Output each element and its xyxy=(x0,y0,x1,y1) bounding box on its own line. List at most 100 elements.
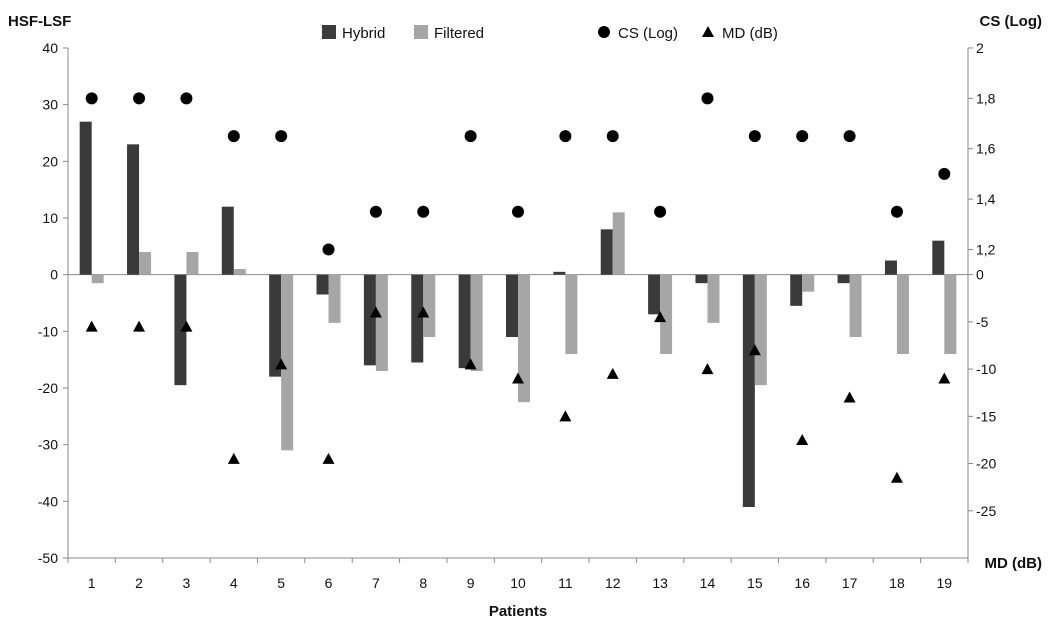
filtered-bar xyxy=(944,274,957,354)
hybrid-bar xyxy=(363,274,376,366)
cs-tick-label: 1,8 xyxy=(976,90,996,106)
right-axis-title-md: MD (dB) xyxy=(985,555,1042,572)
legend-label: CS (Log) xyxy=(618,25,678,42)
md-point xyxy=(890,471,903,483)
markers-group xyxy=(85,92,951,483)
hybrid-bar xyxy=(695,274,708,284)
hybrid-bar xyxy=(837,274,850,284)
cs-point xyxy=(180,92,193,105)
cs-point xyxy=(275,130,288,143)
hybrid-bar xyxy=(600,229,613,275)
md-tick-label: -15 xyxy=(976,408,996,424)
filtered-bar xyxy=(565,274,578,354)
md-point xyxy=(417,306,430,318)
md-tick-label: -25 xyxy=(976,503,996,519)
cs-point xyxy=(701,92,714,105)
left-axis-title: HSF-LSF xyxy=(8,13,71,30)
filtered-bar xyxy=(896,274,909,354)
filtered-bar xyxy=(233,269,246,275)
filtered-bar xyxy=(802,274,815,292)
legend-swatch xyxy=(322,25,336,39)
right-axis-title-cs: CS (Log) xyxy=(980,13,1042,30)
x-tick-label: 18 xyxy=(889,575,905,591)
md-point xyxy=(85,320,98,332)
cs-point xyxy=(417,205,430,218)
cs-point xyxy=(654,205,667,218)
hybrid-bar xyxy=(790,274,803,306)
cs-tick-label: 1,2 xyxy=(976,241,996,257)
md-tick-label: -10 xyxy=(976,361,996,377)
left-tick-label: 10 xyxy=(42,210,58,226)
filtered-bar xyxy=(375,274,388,371)
md-point xyxy=(133,320,146,332)
hybrid-bar xyxy=(648,274,661,315)
hybrid-bar xyxy=(269,274,282,377)
left-tick-label: 20 xyxy=(42,153,58,169)
filtered-bar xyxy=(849,274,862,337)
legend-swatch xyxy=(414,25,428,39)
x-tick-label: 15 xyxy=(747,575,763,591)
hybrid-bar xyxy=(316,274,329,295)
cs-tick-label: 1,4 xyxy=(976,191,996,207)
filtered-bar xyxy=(423,274,436,337)
md-point xyxy=(748,344,761,356)
x-tick-label: 16 xyxy=(794,575,810,591)
md-point xyxy=(843,391,856,403)
x-tick-label: 12 xyxy=(605,575,621,591)
cs-point xyxy=(606,130,619,143)
hybrid-bar xyxy=(506,274,518,337)
left-tick-label: -50 xyxy=(38,550,58,566)
hybrid-bar xyxy=(742,274,755,507)
md-point xyxy=(512,372,524,384)
x-tick-label: 14 xyxy=(700,575,716,591)
md-tick-label: -20 xyxy=(976,456,996,472)
x-tick-label: 19 xyxy=(937,575,953,591)
hybrid-bar xyxy=(79,121,92,275)
hybrid-bar xyxy=(553,271,566,275)
md-point xyxy=(227,452,240,464)
x-tick-label: 4 xyxy=(230,575,238,591)
x-tick-label: 9 xyxy=(467,575,475,591)
filtered-bar xyxy=(139,252,152,275)
filtered-bar xyxy=(91,274,104,284)
cs-point xyxy=(796,130,809,143)
left-tick-label: 0 xyxy=(50,267,58,283)
left-tick-label: -40 xyxy=(38,493,58,509)
cs-point xyxy=(890,205,903,218)
x-tick-label: 8 xyxy=(419,575,427,591)
filtered-bar xyxy=(470,274,483,371)
md-point xyxy=(322,452,335,464)
md-point xyxy=(938,372,951,384)
hybrid-bar xyxy=(458,274,471,369)
x-tick-label: 11 xyxy=(558,575,573,591)
left-tick-label: 40 xyxy=(42,40,58,56)
cs-point xyxy=(559,130,572,143)
cs-point xyxy=(748,130,761,143)
left-tick-label: -20 xyxy=(38,380,58,396)
legend-swatch xyxy=(702,26,714,37)
x-tick-label: 10 xyxy=(510,575,526,591)
labels-group: HSF-LSF CS (Log) MD (dB) Patients xyxy=(8,13,1042,620)
cs-point xyxy=(938,167,951,180)
cs-tick-label: 0 xyxy=(976,267,984,283)
filtered-bar xyxy=(328,274,341,323)
md-point xyxy=(654,311,667,323)
hybrid-bar xyxy=(174,274,187,386)
cs-point xyxy=(85,92,98,105)
md-tick-label: -5 xyxy=(976,314,989,330)
x-tick-label: 2 xyxy=(135,575,143,591)
md-point xyxy=(796,433,809,445)
x-tick-label: 17 xyxy=(842,575,858,591)
legend: Hybrid Filtered CS (Log) MD (dB) xyxy=(322,25,778,42)
legend-swatch xyxy=(598,26,610,38)
md-point xyxy=(369,306,382,318)
filtered-bar xyxy=(186,252,199,275)
filtered-bar xyxy=(612,212,625,275)
md-point xyxy=(606,367,619,379)
hybrid-bar xyxy=(932,240,945,275)
hybrid-bar xyxy=(127,144,140,275)
legend-label: MD (dB) xyxy=(722,25,778,42)
filtered-bar xyxy=(281,274,294,451)
